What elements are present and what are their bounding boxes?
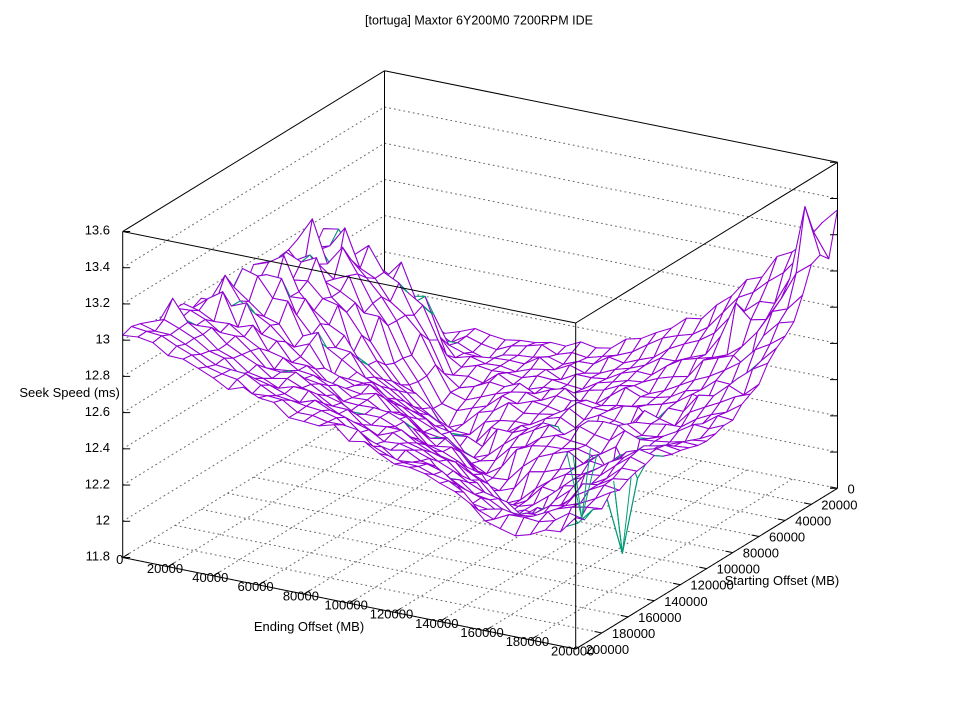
svg-text:13: 13 [96, 331, 110, 346]
svg-text:80000: 80000 [743, 546, 779, 561]
svg-text:80000: 80000 [283, 588, 319, 603]
svg-text:60000: 60000 [769, 530, 805, 545]
svg-text:180000: 180000 [506, 634, 549, 649]
svg-text:13.4: 13.4 [85, 259, 110, 274]
svg-text:160000: 160000 [460, 625, 503, 640]
svg-text:100000: 100000 [717, 562, 760, 577]
svg-text:0: 0 [848, 481, 855, 496]
svg-text:Ending Offset (MB): Ending Offset (MB) [254, 619, 364, 634]
svg-text:100000: 100000 [325, 598, 368, 613]
svg-text:120000: 120000 [370, 607, 413, 622]
svg-text:13.6: 13.6 [85, 223, 110, 238]
svg-text:12.6: 12.6 [85, 404, 110, 419]
svg-text:11.8: 11.8 [86, 549, 110, 564]
svg-text:20000: 20000 [147, 561, 183, 576]
svg-text:140000: 140000 [415, 616, 458, 631]
svg-text:200000: 200000 [551, 643, 594, 658]
svg-text:13.2: 13.2 [85, 295, 110, 310]
svg-text:12: 12 [96, 513, 110, 528]
svg-text:[tortuga] Maxtor 6Y200M0 7200R: [tortuga] Maxtor 6Y200M0 7200RPM IDE [365, 14, 593, 28]
svg-text:12.4: 12.4 [85, 440, 110, 455]
svg-text:160000: 160000 [638, 610, 681, 625]
svg-text:40000: 40000 [192, 570, 228, 585]
svg-text:20000: 20000 [821, 497, 857, 512]
svg-text:Starting Offset (MB): Starting Offset (MB) [725, 573, 840, 588]
svg-text:40000: 40000 [795, 513, 831, 528]
svg-text:12.8: 12.8 [85, 368, 110, 383]
svg-text:12.2: 12.2 [85, 476, 110, 491]
svg-text:180000: 180000 [612, 626, 655, 641]
svg-text:120000: 120000 [690, 578, 733, 593]
svg-text:60000: 60000 [238, 579, 274, 594]
svg-text:200000: 200000 [586, 642, 629, 657]
svg-text:0: 0 [116, 552, 123, 567]
svg-text:Seek Speed (ms): Seek Speed (ms) [19, 385, 119, 400]
svg-text:140000: 140000 [664, 594, 707, 609]
